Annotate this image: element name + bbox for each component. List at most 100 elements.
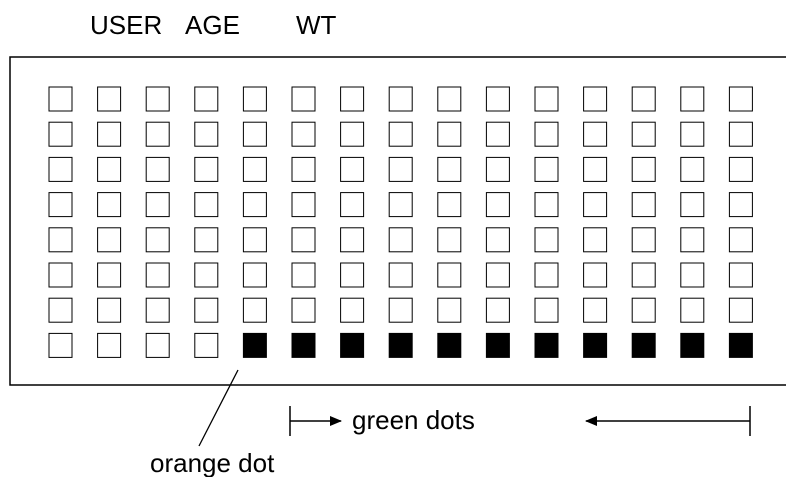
dot [194, 156, 219, 182]
dot [145, 332, 170, 358]
dot [194, 332, 219, 358]
dot [340, 297, 365, 323]
lit-dot [437, 332, 462, 358]
dot [388, 192, 413, 218]
dot [680, 86, 705, 112]
dot [145, 297, 170, 323]
dot [97, 86, 122, 112]
dot [680, 262, 705, 288]
dot [583, 156, 608, 182]
dot [583, 86, 608, 112]
dot [145, 262, 170, 288]
annotation: green dots [352, 405, 475, 435]
dot [145, 227, 170, 253]
dot [485, 262, 510, 288]
dot [242, 262, 267, 288]
dot [340, 262, 365, 288]
header-label: WT [296, 10, 337, 40]
dot [48, 86, 73, 112]
lit-dot [291, 332, 316, 358]
dot [437, 121, 462, 147]
dot [680, 297, 705, 323]
dot [485, 156, 510, 182]
lit-dot [631, 332, 656, 358]
dot [242, 86, 267, 112]
dot [534, 86, 559, 112]
dot [437, 192, 462, 218]
dot [194, 86, 219, 112]
dot [728, 227, 753, 253]
dot [583, 297, 608, 323]
dot [728, 156, 753, 182]
dot [291, 297, 316, 323]
lit-dot [485, 332, 510, 358]
dot [437, 297, 462, 323]
dot [583, 192, 608, 218]
lit-dot [242, 332, 267, 358]
dot [631, 86, 656, 112]
display-frame [9, 56, 786, 386]
dot [340, 192, 365, 218]
dot [388, 121, 413, 147]
dot [680, 227, 705, 253]
dot [388, 297, 413, 323]
dot [97, 227, 122, 253]
dot [437, 262, 462, 288]
dot [48, 156, 73, 182]
dot [631, 262, 656, 288]
dot [485, 227, 510, 253]
dot [534, 297, 559, 323]
leader-line [198, 369, 239, 447]
dot [242, 192, 267, 218]
dot [48, 121, 73, 147]
dot [728, 192, 753, 218]
dot [145, 156, 170, 182]
dot [583, 227, 608, 253]
lit-dot [728, 332, 753, 358]
dot [97, 332, 122, 358]
dot [48, 297, 73, 323]
lit-dot [340, 332, 365, 358]
dot-grid [48, 86, 753, 358]
dot [340, 156, 365, 182]
dot [728, 86, 753, 112]
dot [534, 227, 559, 253]
dot [194, 121, 219, 147]
dot [97, 192, 122, 218]
dot [437, 156, 462, 182]
dot [97, 156, 122, 182]
dot [485, 121, 510, 147]
dot [583, 262, 608, 288]
dot [242, 121, 267, 147]
dot [680, 156, 705, 182]
dot [48, 227, 73, 253]
dot [437, 227, 462, 253]
dot [340, 86, 365, 112]
dot [728, 262, 753, 288]
lit-dot [534, 332, 559, 358]
dot [631, 192, 656, 218]
dot [242, 156, 267, 182]
dot [631, 156, 656, 182]
dot [631, 121, 656, 147]
dot [388, 262, 413, 288]
dot [728, 121, 753, 147]
dot [728, 297, 753, 323]
dot [388, 156, 413, 182]
lit-dot [583, 332, 608, 358]
dot [48, 332, 73, 358]
dot [194, 262, 219, 288]
dot [388, 86, 413, 112]
dot [97, 297, 122, 323]
dot [485, 192, 510, 218]
dot [145, 192, 170, 218]
annotation: orange dot [150, 448, 275, 477]
dot [534, 262, 559, 288]
dot [534, 121, 559, 147]
dot [291, 121, 316, 147]
dot [242, 297, 267, 323]
dot [242, 227, 267, 253]
dot [194, 227, 219, 253]
